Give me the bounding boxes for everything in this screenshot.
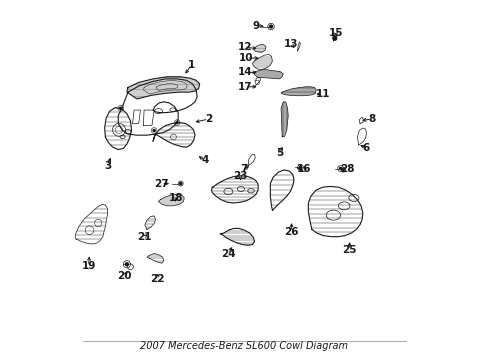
Circle shape <box>179 183 182 185</box>
Circle shape <box>269 25 272 28</box>
Text: 7: 7 <box>240 164 247 174</box>
Text: 10: 10 <box>239 53 253 63</box>
Text: 8: 8 <box>367 114 375 124</box>
Text: 2007 Mercedes-Benz SL600 Cowl Diagram: 2007 Mercedes-Benz SL600 Cowl Diagram <box>140 341 348 351</box>
Text: 18: 18 <box>169 193 183 203</box>
Circle shape <box>339 167 341 170</box>
Circle shape <box>153 130 155 132</box>
Text: 3: 3 <box>103 161 111 171</box>
Text: 13: 13 <box>284 40 298 49</box>
Text: 12: 12 <box>238 42 252 52</box>
Text: 1: 1 <box>187 60 195 70</box>
Circle shape <box>176 122 178 124</box>
Text: 23: 23 <box>232 171 247 181</box>
Text: 9: 9 <box>252 21 259 31</box>
Text: 14: 14 <box>238 67 252 77</box>
Circle shape <box>125 263 128 266</box>
Text: 28: 28 <box>340 164 354 174</box>
Text: 19: 19 <box>81 261 96 271</box>
Text: 4: 4 <box>201 155 208 165</box>
Text: 17: 17 <box>238 82 252 92</box>
Text: 6: 6 <box>362 143 369 153</box>
Text: 21: 21 <box>137 232 151 242</box>
Text: 16: 16 <box>296 164 310 174</box>
Text: 24: 24 <box>220 248 235 258</box>
Circle shape <box>299 166 301 168</box>
Text: 11: 11 <box>315 89 329 99</box>
Text: 25: 25 <box>341 245 356 255</box>
Text: 26: 26 <box>284 227 298 237</box>
Text: 27: 27 <box>154 179 168 189</box>
Text: 22: 22 <box>150 274 164 284</box>
Text: 5: 5 <box>275 148 283 158</box>
Circle shape <box>120 107 122 109</box>
Text: 20: 20 <box>117 271 131 281</box>
Text: 2: 2 <box>204 114 212 124</box>
Text: 15: 15 <box>328 28 343 38</box>
Circle shape <box>332 37 336 40</box>
